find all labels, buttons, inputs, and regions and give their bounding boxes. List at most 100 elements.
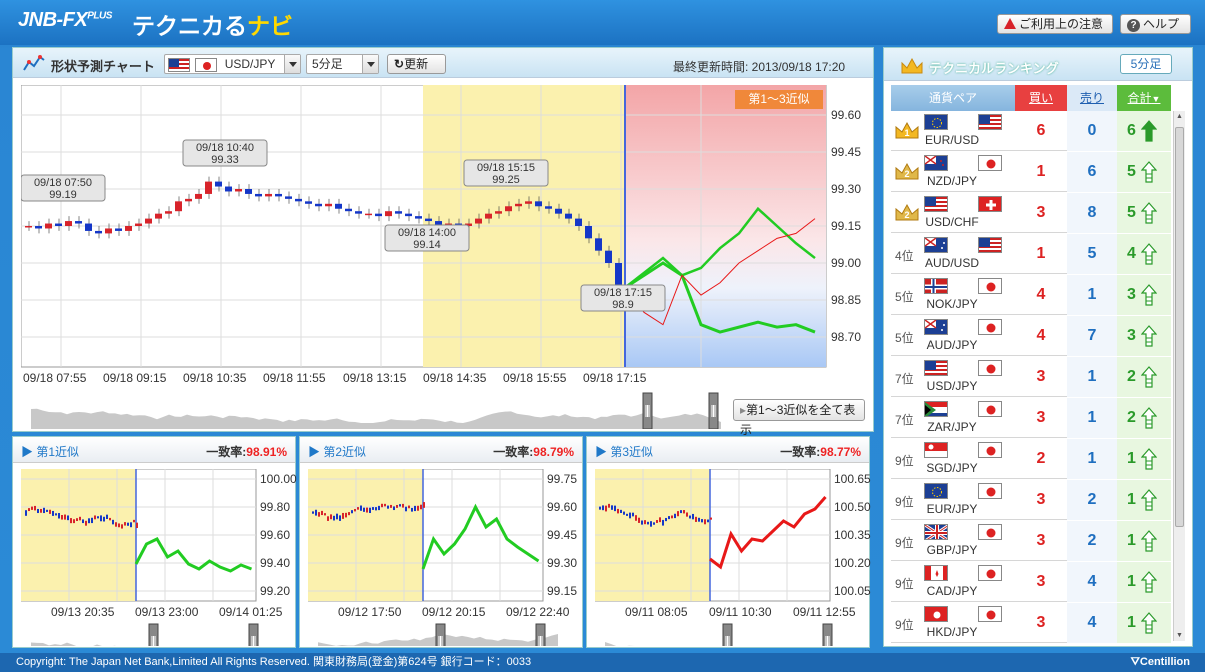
candle	[632, 512, 634, 517]
scroll-up-icon[interactable]: ▲	[1176, 113, 1183, 120]
ranking-row[interactable]: 9位 CAD/JPY 3 4 1	[891, 562, 1171, 602]
rank-label: 9位	[895, 454, 914, 468]
candle	[390, 504, 392, 508]
col-total[interactable]: 合計▼	[1117, 85, 1171, 111]
x-tick-label: 09/18 15:55	[503, 371, 567, 385]
ranking-row[interactable]: 2 2 USD/CHF 3 8 5	[891, 193, 1171, 233]
similar-header	[300, 437, 582, 463]
overview-scrollbar[interactable]	[31, 391, 721, 429]
sell-count: 0	[1067, 111, 1117, 151]
us-flag-icon	[924, 360, 948, 376]
similar-header	[13, 437, 295, 463]
ranking-row[interactable]: 1 1 EUR/USD 6 0 6	[891, 111, 1171, 151]
refresh-button[interactable]: ↻更新	[387, 54, 446, 74]
jnb-fx-logo: JNB-FXPLUS	[18, 9, 112, 31]
buy-count: 3	[1036, 204, 1046, 221]
interval-select[interactable]: 5分足	[306, 54, 379, 74]
currency-pair-select[interactable]: USD/JPY	[164, 54, 301, 74]
buy-signal-arrow-icon	[1141, 448, 1157, 470]
candle	[677, 511, 679, 517]
ranking-row[interactable]: 5位 NOK/JPY 4 1 3	[891, 275, 1171, 315]
candle	[285, 196, 292, 199]
buy-signal-arrow-icon	[1141, 161, 1157, 183]
candle	[686, 512, 688, 517]
col-sell[interactable]: 売り	[1067, 85, 1117, 111]
ch-flag-icon	[978, 196, 1003, 212]
ranking-row[interactable]: 5位 AUD/JPY 4 7 3	[891, 316, 1171, 356]
candle	[155, 213, 162, 219]
similar-overview-scrollbar[interactable]	[31, 622, 271, 646]
ranking-row[interactable]: 9位 EUR/JPY 3 2 1	[891, 480, 1171, 520]
candle	[395, 211, 402, 214]
refresh-icon: ↻	[394, 57, 405, 71]
warning-icon	[1004, 18, 1016, 29]
notice-button[interactable]: ご利用上の注意	[997, 14, 1113, 34]
rank-label: 9位	[895, 536, 914, 550]
scroll-thumb[interactable]	[1175, 127, 1184, 527]
similar-overview-scrollbar[interactable]	[605, 622, 845, 646]
buy-count: 4	[1036, 327, 1046, 344]
candle	[25, 510, 27, 516]
ranking-row[interactable]: 7位 USD/JPY 3 1 2	[891, 357, 1171, 397]
y-tick-label: 99.60	[831, 108, 861, 122]
us-flag-icon	[978, 237, 1003, 253]
y-tick-label: 99.00	[831, 256, 861, 270]
buy-signal-arrow-icon	[1141, 120, 1157, 142]
no-flag-icon	[924, 278, 948, 294]
za-flag-icon	[924, 401, 948, 417]
candle	[52, 510, 54, 516]
main-chart: 99.60 99.45 99.30 99.15 99.00 98.85 98.70 09/18…	[21, 85, 861, 385]
similar-title[interactable]: ▶ 第3近似	[595, 445, 654, 459]
play-icon: ▶	[21, 445, 34, 459]
callout-box	[182, 139, 268, 167]
sell-count: 1	[1067, 357, 1117, 397]
candle	[665, 517, 667, 522]
y-tick-label: 99.75	[547, 472, 577, 486]
ranking-row[interactable]: 9位 GBP/JPY 3 2 1	[891, 521, 1171, 561]
scroll-handle	[248, 623, 259, 646]
jp-flag-icon	[978, 524, 1003, 540]
hk-flag-icon	[924, 606, 948, 622]
similar-title[interactable]: ▶ 第2近似	[308, 445, 367, 459]
ranking-table-header: 通貨ペア 買い 売り 合計▼	[891, 85, 1171, 111]
candle	[475, 218, 482, 224]
total-cell: 1	[1117, 439, 1171, 479]
help-button[interactable]: ? ヘルプ	[1120, 14, 1191, 34]
ranking-row[interactable]: 7位 ZAR/JPY 3 1 2	[891, 398, 1171, 438]
candle	[505, 206, 512, 212]
scroll-handle	[148, 623, 159, 646]
ranking-row[interactable]: 9位 SGD/JPY 2 1 1	[891, 439, 1171, 479]
y-tick-label: 99.15	[547, 584, 577, 598]
similar-overview-scrollbar[interactable]	[318, 622, 558, 646]
candle	[405, 506, 407, 512]
ranking-interval-button[interactable]: 5分足	[1120, 54, 1172, 74]
au-flag-icon	[924, 237, 948, 253]
buy-count: 2	[1036, 450, 1046, 467]
pair-name: AUD/USD	[924, 256, 979, 270]
candle	[95, 230, 102, 234]
footer: Copyright: The Japan Net Bank,Limited Al…	[0, 653, 1205, 672]
candle	[707, 519, 709, 523]
show-all-approx-button[interactable]: ▸第1～3近似を全て表示	[733, 399, 865, 437]
ranking-row[interactable]: 2 2 NZD/JPY 1 6 5	[891, 152, 1171, 192]
candle	[130, 522, 132, 528]
y-tick-label: 99.45	[547, 528, 577, 542]
rank-label: 7位	[895, 413, 914, 427]
ranking-scrollbar[interactable]: ▲ ▼	[1173, 111, 1185, 641]
col-pair: 通貨ペア	[928, 91, 977, 105]
x-tick-label: 09/18 17:15	[583, 371, 647, 385]
candle	[121, 524, 123, 529]
sell-count: 2	[1067, 480, 1117, 520]
candle	[363, 507, 365, 512]
total-count: 3	[1127, 327, 1136, 344]
similar-chart: 100.65 100.50 100.35 100.20 100.05 09/11 08:0…	[595, 469, 871, 619]
ranking-row[interactable]: 4位 AUD/USD 1 5 4	[891, 234, 1171, 274]
similar-title[interactable]: ▶ 第1近似	[21, 445, 80, 459]
candle	[106, 514, 108, 519]
col-buy[interactable]: 買い	[1015, 85, 1067, 111]
similar-header	[587, 437, 869, 463]
ranking-row[interactable]: 9位 HKD/JPY 3 4 1	[891, 603, 1171, 643]
scroll-down-icon[interactable]: ▼	[1176, 632, 1183, 639]
candle	[365, 213, 372, 216]
match-rate: 一致率:98.79%	[493, 445, 574, 459]
